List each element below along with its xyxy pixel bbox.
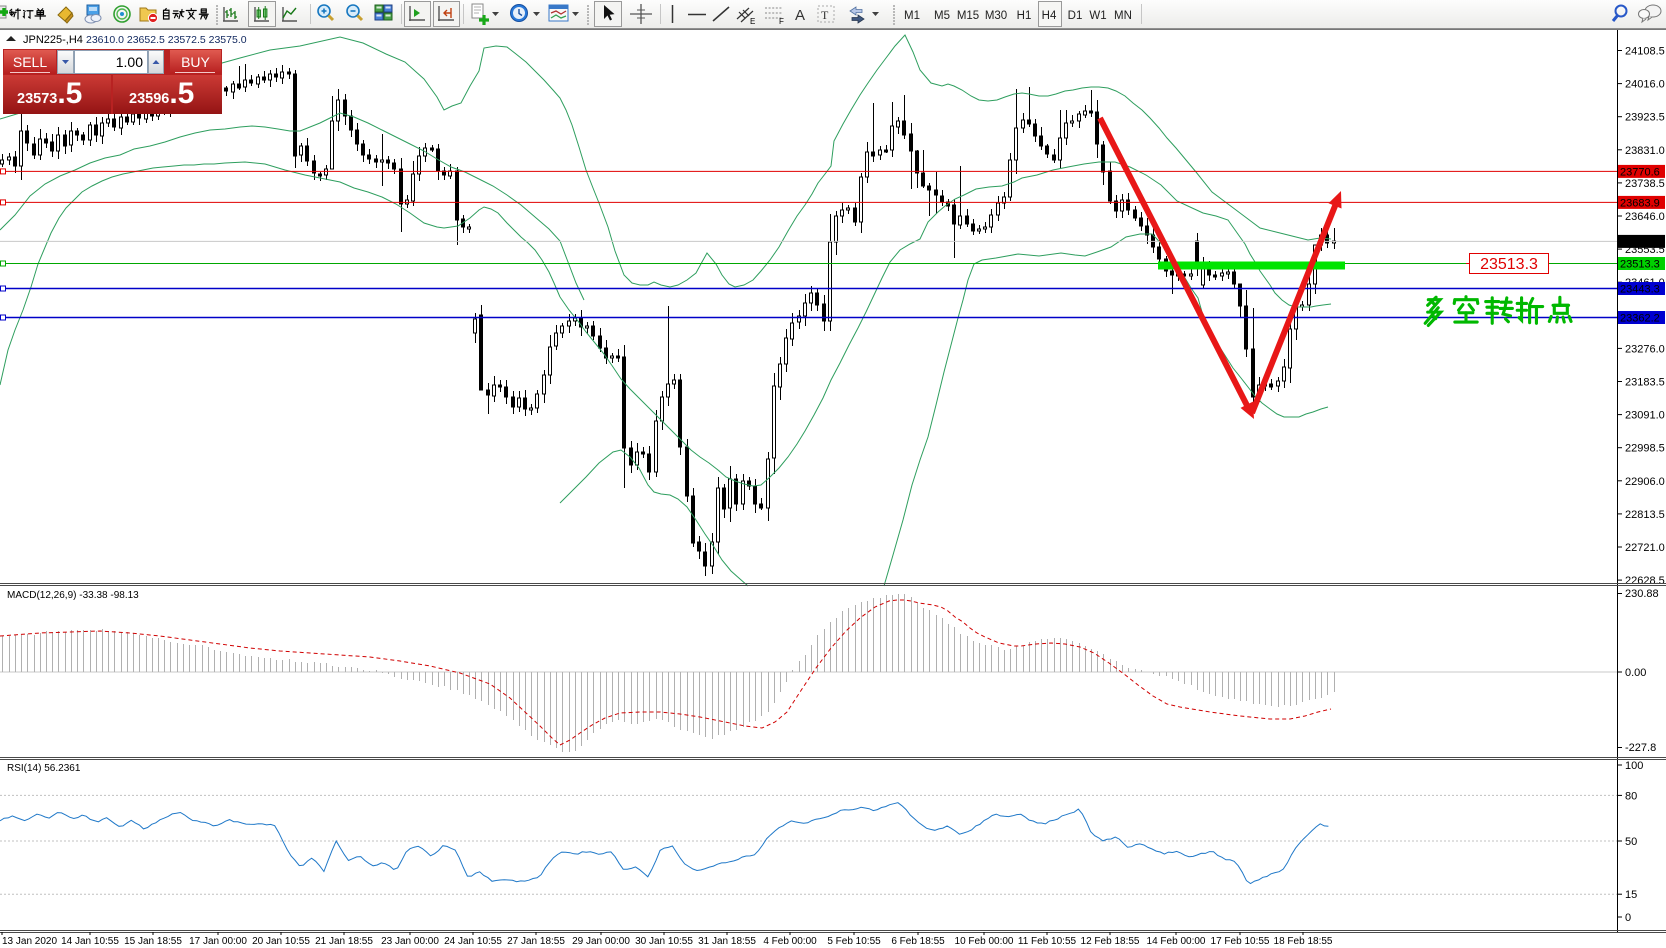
svg-text:13 Jan 2020: 13 Jan 2020: [2, 936, 57, 947]
svg-text:23183.5: 23183.5: [1625, 377, 1665, 389]
svg-text:10 Feb 00:00: 10 Feb 00:00: [955, 936, 1014, 947]
svg-text:23646.0: 23646.0: [1625, 211, 1665, 223]
svg-text:M15: M15: [957, 10, 979, 22]
svg-text:30 Jan 10:55: 30 Jan 10:55: [635, 936, 693, 947]
svg-text:MN: MN: [1114, 10, 1132, 22]
svg-text:14 Jan 10:55: 14 Jan 10:55: [61, 936, 119, 947]
svg-text:15: 15: [1625, 889, 1637, 901]
svg-text:23276.0: 23276.0: [1625, 343, 1665, 355]
svg-text:M5: M5: [934, 10, 950, 22]
svg-text:E: E: [750, 17, 755, 26]
svg-text:50: 50: [1625, 836, 1637, 848]
svg-text:23610.0 23652.5 23572.5 23575.: 23610.0 23652.5 23572.5 23575.0: [86, 34, 247, 46]
svg-text:22906.0: 22906.0: [1625, 476, 1665, 488]
svg-text:21 Jan 18:55: 21 Jan 18:55: [315, 936, 373, 947]
svg-text:T: T: [821, 8, 829, 22]
svg-text:23770.6: 23770.6: [1620, 166, 1660, 178]
svg-text:24 Jan 10:55: 24 Jan 10:55: [444, 936, 502, 947]
svg-text:12 Feb 18:55: 12 Feb 18:55: [1081, 936, 1140, 947]
svg-text:20 Jan 10:55: 20 Jan 10:55: [252, 936, 310, 947]
svg-text:M1: M1: [904, 10, 920, 22]
svg-text:MACD(12,26,9) -33.38 -98.13: MACD(12,26,9) -33.38 -98.13: [7, 590, 139, 601]
svg-text:18 Feb 18:55: 18 Feb 18:55: [1274, 936, 1333, 947]
svg-text:23443.3: 23443.3: [1620, 284, 1660, 296]
svg-text:100: 100: [1625, 760, 1643, 772]
svg-text:23513.3: 23513.3: [1620, 259, 1660, 271]
svg-text:0: 0: [1625, 912, 1631, 924]
svg-text:15 Jan 18:55: 15 Jan 18:55: [124, 936, 182, 947]
svg-text:23 Jan 00:00: 23 Jan 00:00: [381, 936, 439, 947]
svg-text:11 Feb 10:55: 11 Feb 10:55: [1018, 936, 1077, 947]
svg-text:31 Jan 18:55: 31 Jan 18:55: [698, 936, 756, 947]
svg-text:17 Feb 10:55: 17 Feb 10:55: [1211, 936, 1270, 947]
svg-text:W1: W1: [1089, 10, 1106, 22]
svg-text:29 Jan 00:00: 29 Jan 00:00: [572, 936, 630, 947]
svg-text:F: F: [779, 17, 784, 26]
svg-text:23091.0: 23091.0: [1625, 410, 1665, 422]
svg-text:0.00: 0.00: [1625, 667, 1646, 679]
svg-text:17 Jan 00:00: 17 Jan 00:00: [189, 936, 247, 947]
svg-text:RSI(14) 56.2361: RSI(14) 56.2361: [7, 763, 81, 774]
svg-text:23575.0: 23575.0: [1620, 236, 1660, 248]
svg-text:22721.0: 22721.0: [1625, 542, 1665, 554]
svg-text:22628.5: 22628.5: [1625, 575, 1665, 587]
svg-text:6 Feb 18:55: 6 Feb 18:55: [891, 936, 945, 947]
svg-text:-227.8: -227.8: [1625, 742, 1656, 754]
svg-text:22998.5: 22998.5: [1625, 443, 1665, 455]
svg-text:JPN225-,H4: JPN225-,H4: [23, 34, 83, 46]
svg-text:24016.0: 24016.0: [1625, 79, 1665, 91]
svg-text:14 Feb 00:00: 14 Feb 00:00: [1147, 936, 1206, 947]
svg-text:22813.5: 22813.5: [1625, 509, 1665, 521]
svg-text:M30: M30: [985, 10, 1007, 22]
svg-text:23831.0: 23831.0: [1625, 145, 1665, 157]
svg-text:24108.5: 24108.5: [1625, 46, 1665, 58]
svg-text:H4: H4: [1042, 10, 1057, 22]
svg-text:23683.9: 23683.9: [1620, 197, 1660, 209]
svg-text:4 Feb 00:00: 4 Feb 00:00: [763, 936, 817, 947]
svg-text:5 Feb 10:55: 5 Feb 10:55: [827, 936, 881, 947]
svg-text:H1: H1: [1017, 10, 1032, 22]
svg-text:A: A: [795, 7, 805, 24]
svg-text:D1: D1: [1068, 10, 1083, 22]
svg-text:23513.3: 23513.3: [1480, 256, 1538, 273]
svg-text:23923.5: 23923.5: [1625, 112, 1665, 124]
svg-text:27 Jan 18:55: 27 Jan 18:55: [507, 936, 565, 947]
svg-text:80: 80: [1625, 790, 1637, 802]
svg-text:23738.5: 23738.5: [1625, 178, 1665, 190]
svg-text:23362.2: 23362.2: [1620, 313, 1660, 325]
svg-text:230.88: 230.88: [1625, 588, 1659, 600]
